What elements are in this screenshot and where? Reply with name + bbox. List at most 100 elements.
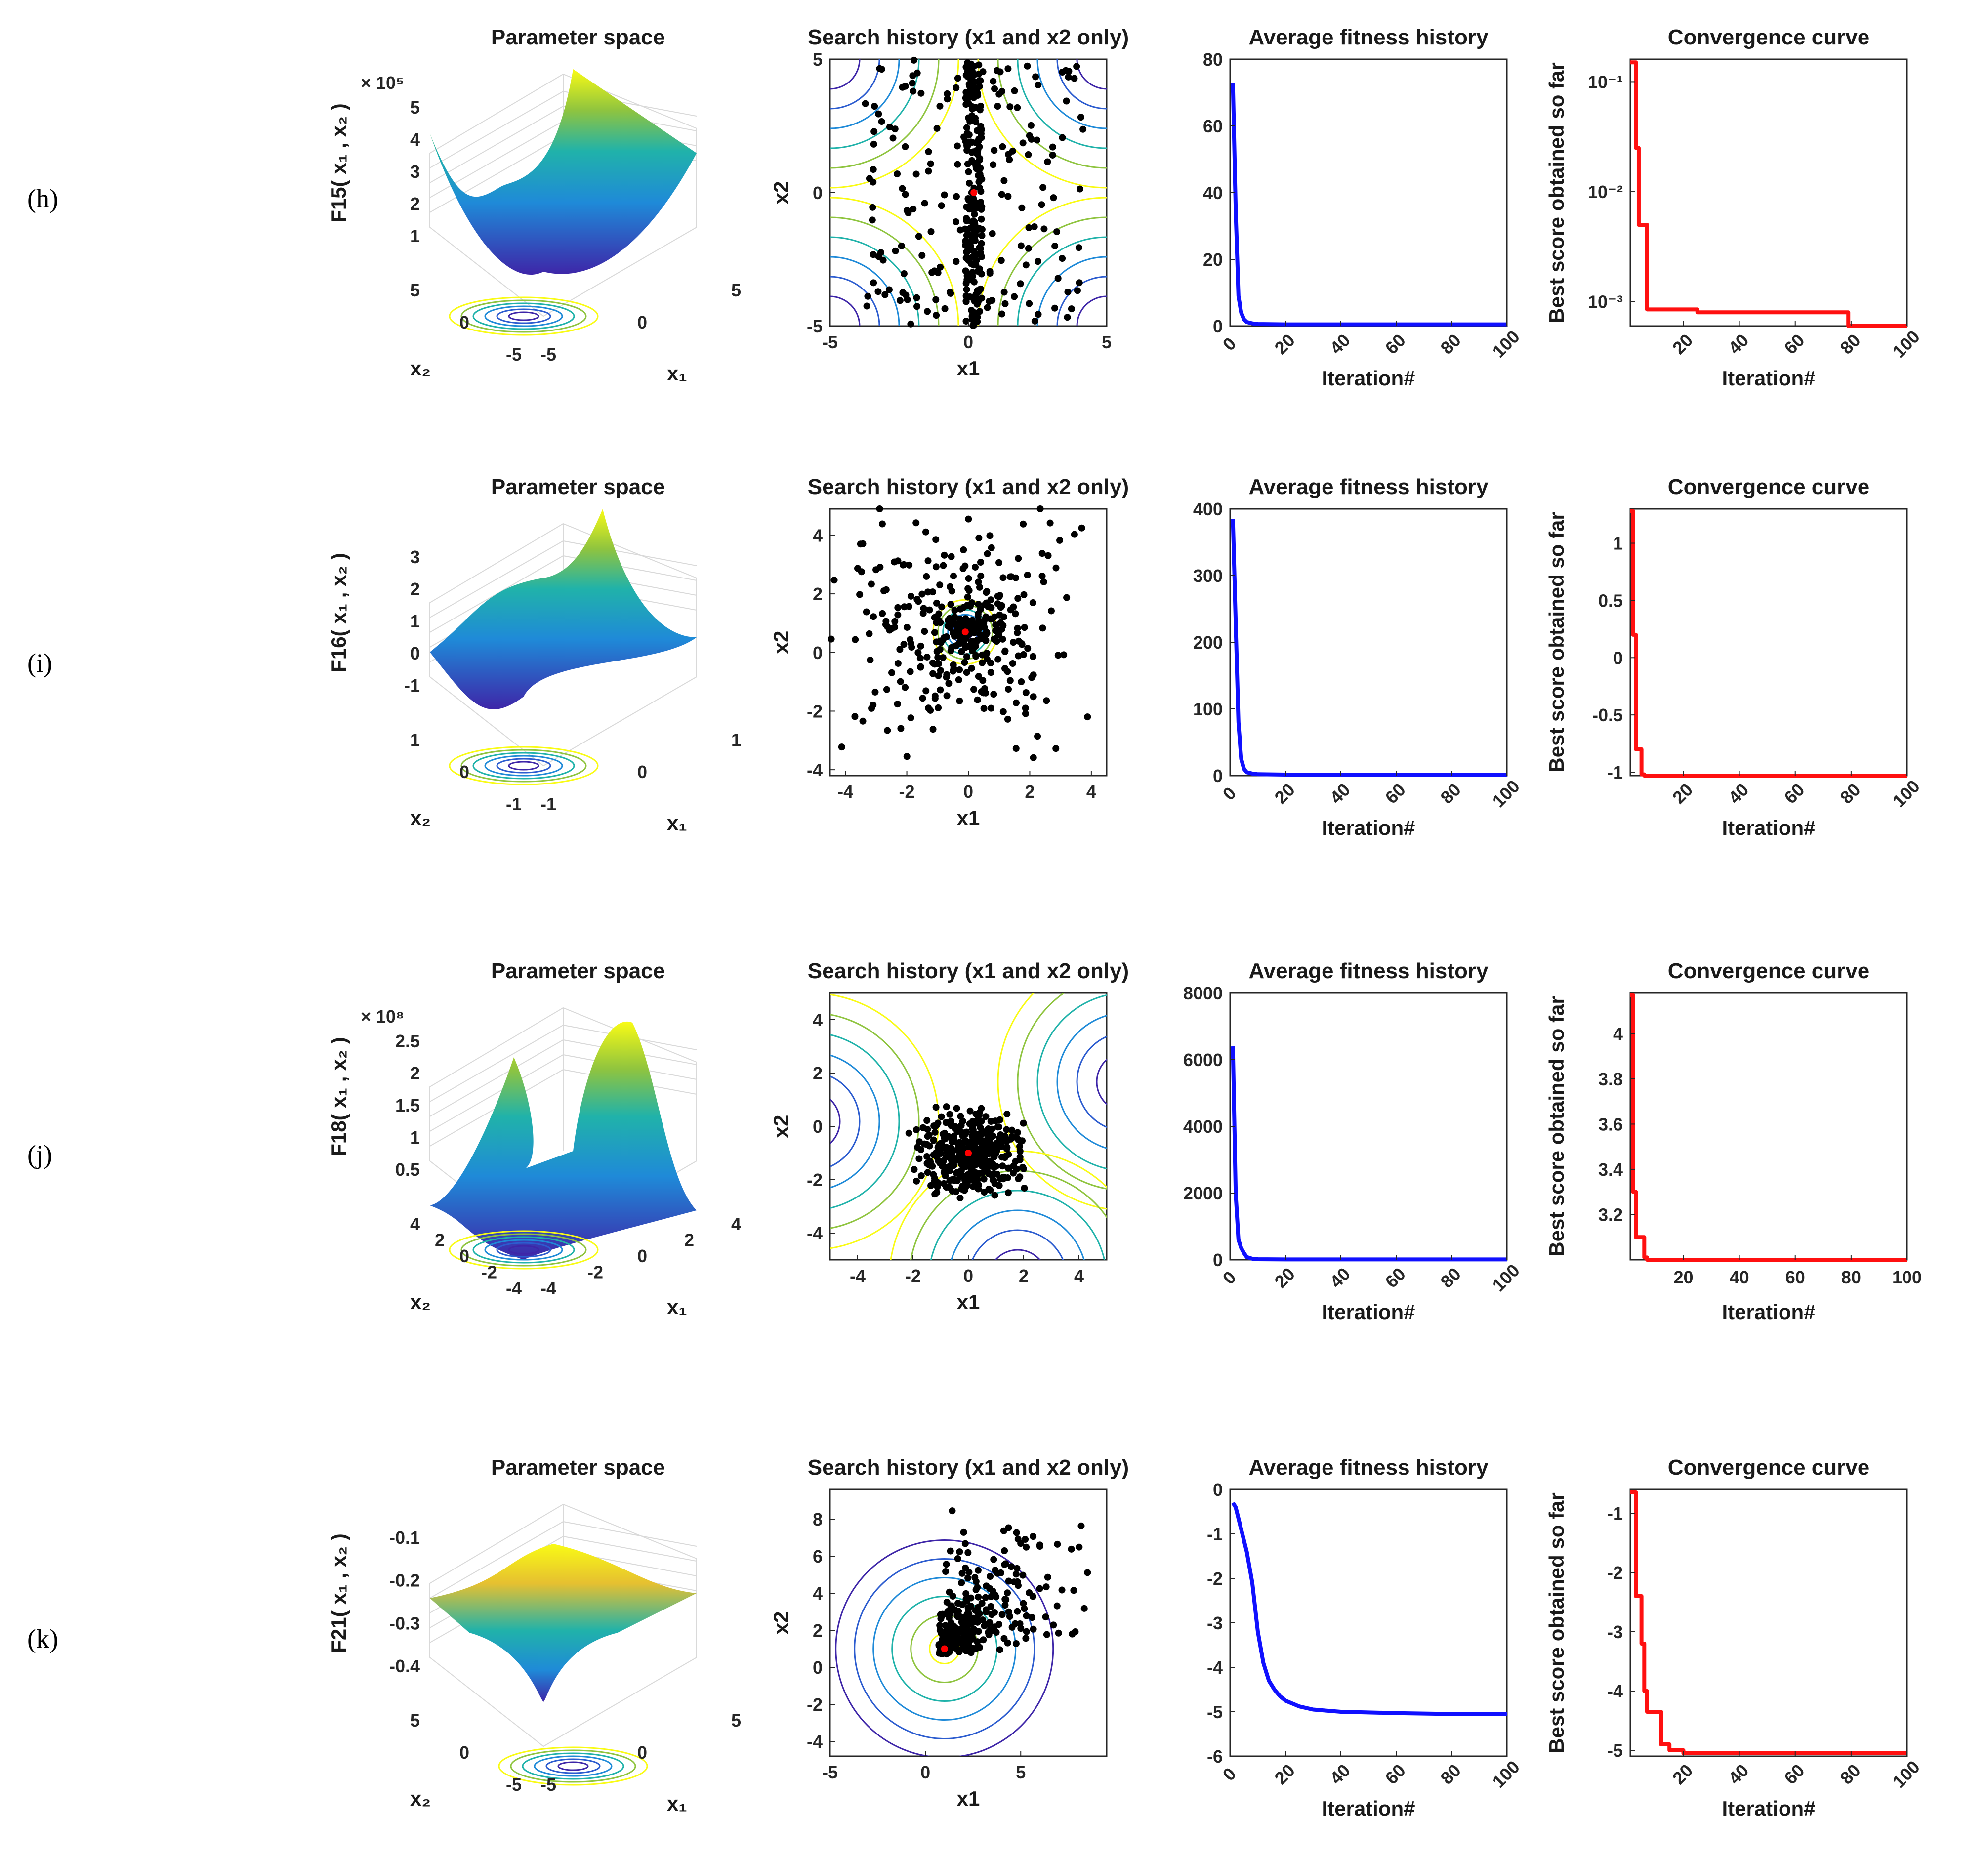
figure-row-j: (j) Parameter space 2.5 2 1.5 1 0.5 × 10⁸ F18( x… [27,959,1922,1323]
search-point [961,562,969,570]
contour-line [508,761,539,771]
search-point [1017,280,1024,288]
y-axis-label: x2 [769,1115,792,1138]
search-point [976,184,983,192]
search-point [992,627,999,634]
search-point [971,220,979,228]
z-exponent-label: × 10⁸ [361,1006,404,1027]
contour-line [449,296,599,336]
search-point [938,1113,945,1120]
search-point [1014,595,1022,602]
search-point [943,671,951,678]
search-point [997,604,1004,611]
search-point [1077,1522,1085,1529]
search-point [964,1549,972,1556]
search-point [961,659,968,666]
x-tick-label: 100 [1488,776,1523,811]
search-point [828,635,835,643]
search-point [932,536,940,543]
x1-tick-label: -1 [540,794,556,814]
contour-line [1096,1059,1107,1105]
search-point [1076,279,1083,287]
search-point [998,88,1006,95]
search-point [965,168,972,175]
y-tick-label: 2000 [1183,1183,1223,1203]
contour-line [484,755,563,777]
search-point [938,1145,946,1152]
search-point [933,638,940,646]
z-tick-label: -0.2 [389,1570,420,1591]
search-point [933,312,940,319]
y-axis-label: x2 [769,1611,792,1635]
surface-panel: Parameter space 5 4 3 2 1 × 10⁵ F15( x₁ , x₂ ) 5… [327,25,741,385]
panel-title: Search history (x1 and x2 only) [808,959,1129,983]
search-point [975,172,982,179]
x-tick-label: 100 [1488,326,1523,361]
search-point [1014,1535,1022,1543]
search-point [948,1117,955,1125]
search-point [975,625,983,632]
search-point [1029,653,1036,660]
search-point [985,1185,993,1193]
search-point [912,1126,920,1133]
search-point [941,305,949,312]
search-point [899,561,907,569]
y-tick-label: 4 [1613,1024,1623,1044]
search-point [995,1621,1003,1628]
search-point [1062,67,1070,74]
search-point [1006,677,1014,684]
grid-line [563,1536,697,1562]
search-point [980,619,988,627]
search-point [935,704,942,711]
search-point [915,233,922,240]
x-tick-label: -2 [899,782,915,802]
search-point [974,268,981,275]
y-tick-label: -4 [807,1732,823,1752]
x1-axis-label: x₁ [667,811,687,834]
search-point [1049,143,1056,151]
search-point [970,640,977,648]
search-point [1022,1635,1030,1642]
search-point [1025,224,1033,231]
x-tick-label: 20 [1668,780,1697,808]
z-tick-label: 1.5 [395,1095,420,1115]
contour-line [460,299,587,333]
search-point [918,252,926,259]
y-tick-label: 3.2 [1598,1204,1623,1225]
search-point [947,1547,954,1555]
search-point [1004,1189,1012,1197]
search-point [968,149,976,156]
x-axis-label: Iteration# [1722,1300,1815,1323]
search-point [1035,81,1042,88]
search-point [972,1586,980,1593]
search-point [1034,733,1041,740]
search-point [1029,599,1036,607]
search-point [940,562,947,569]
search-point [1012,610,1019,618]
search-point [1006,103,1014,111]
search-point [917,663,924,671]
search-point [1013,1134,1021,1142]
y-tick-label: 5 [813,49,823,70]
search-point [1014,1608,1021,1615]
y-tick-label: -5 [807,316,823,336]
search-point [1079,125,1087,133]
search-point [930,1137,937,1144]
search-point [950,1175,957,1183]
search-point [1005,686,1012,693]
search-points [935,1507,1091,1658]
search-point [904,296,911,303]
x-tick-label: 80 [1437,330,1465,358]
convergence-line [1630,1490,1907,1755]
search-point [936,1622,944,1629]
search-point [867,657,874,664]
step-panel: Convergence curve 20 40 60 80 100 -5 -4 -3 -2 -1 It… [1545,1455,1924,1820]
y-tick-label: -4 [1207,1657,1223,1678]
y-tick-label: -4 [807,760,823,780]
y-tick-label: 400 [1193,499,1223,519]
y-tick-label: 10⁻¹ [1588,72,1623,92]
search-point [1044,552,1052,559]
search-point [1010,1578,1018,1586]
search-point [1064,289,1072,296]
contour-line [1076,1035,1107,1128]
